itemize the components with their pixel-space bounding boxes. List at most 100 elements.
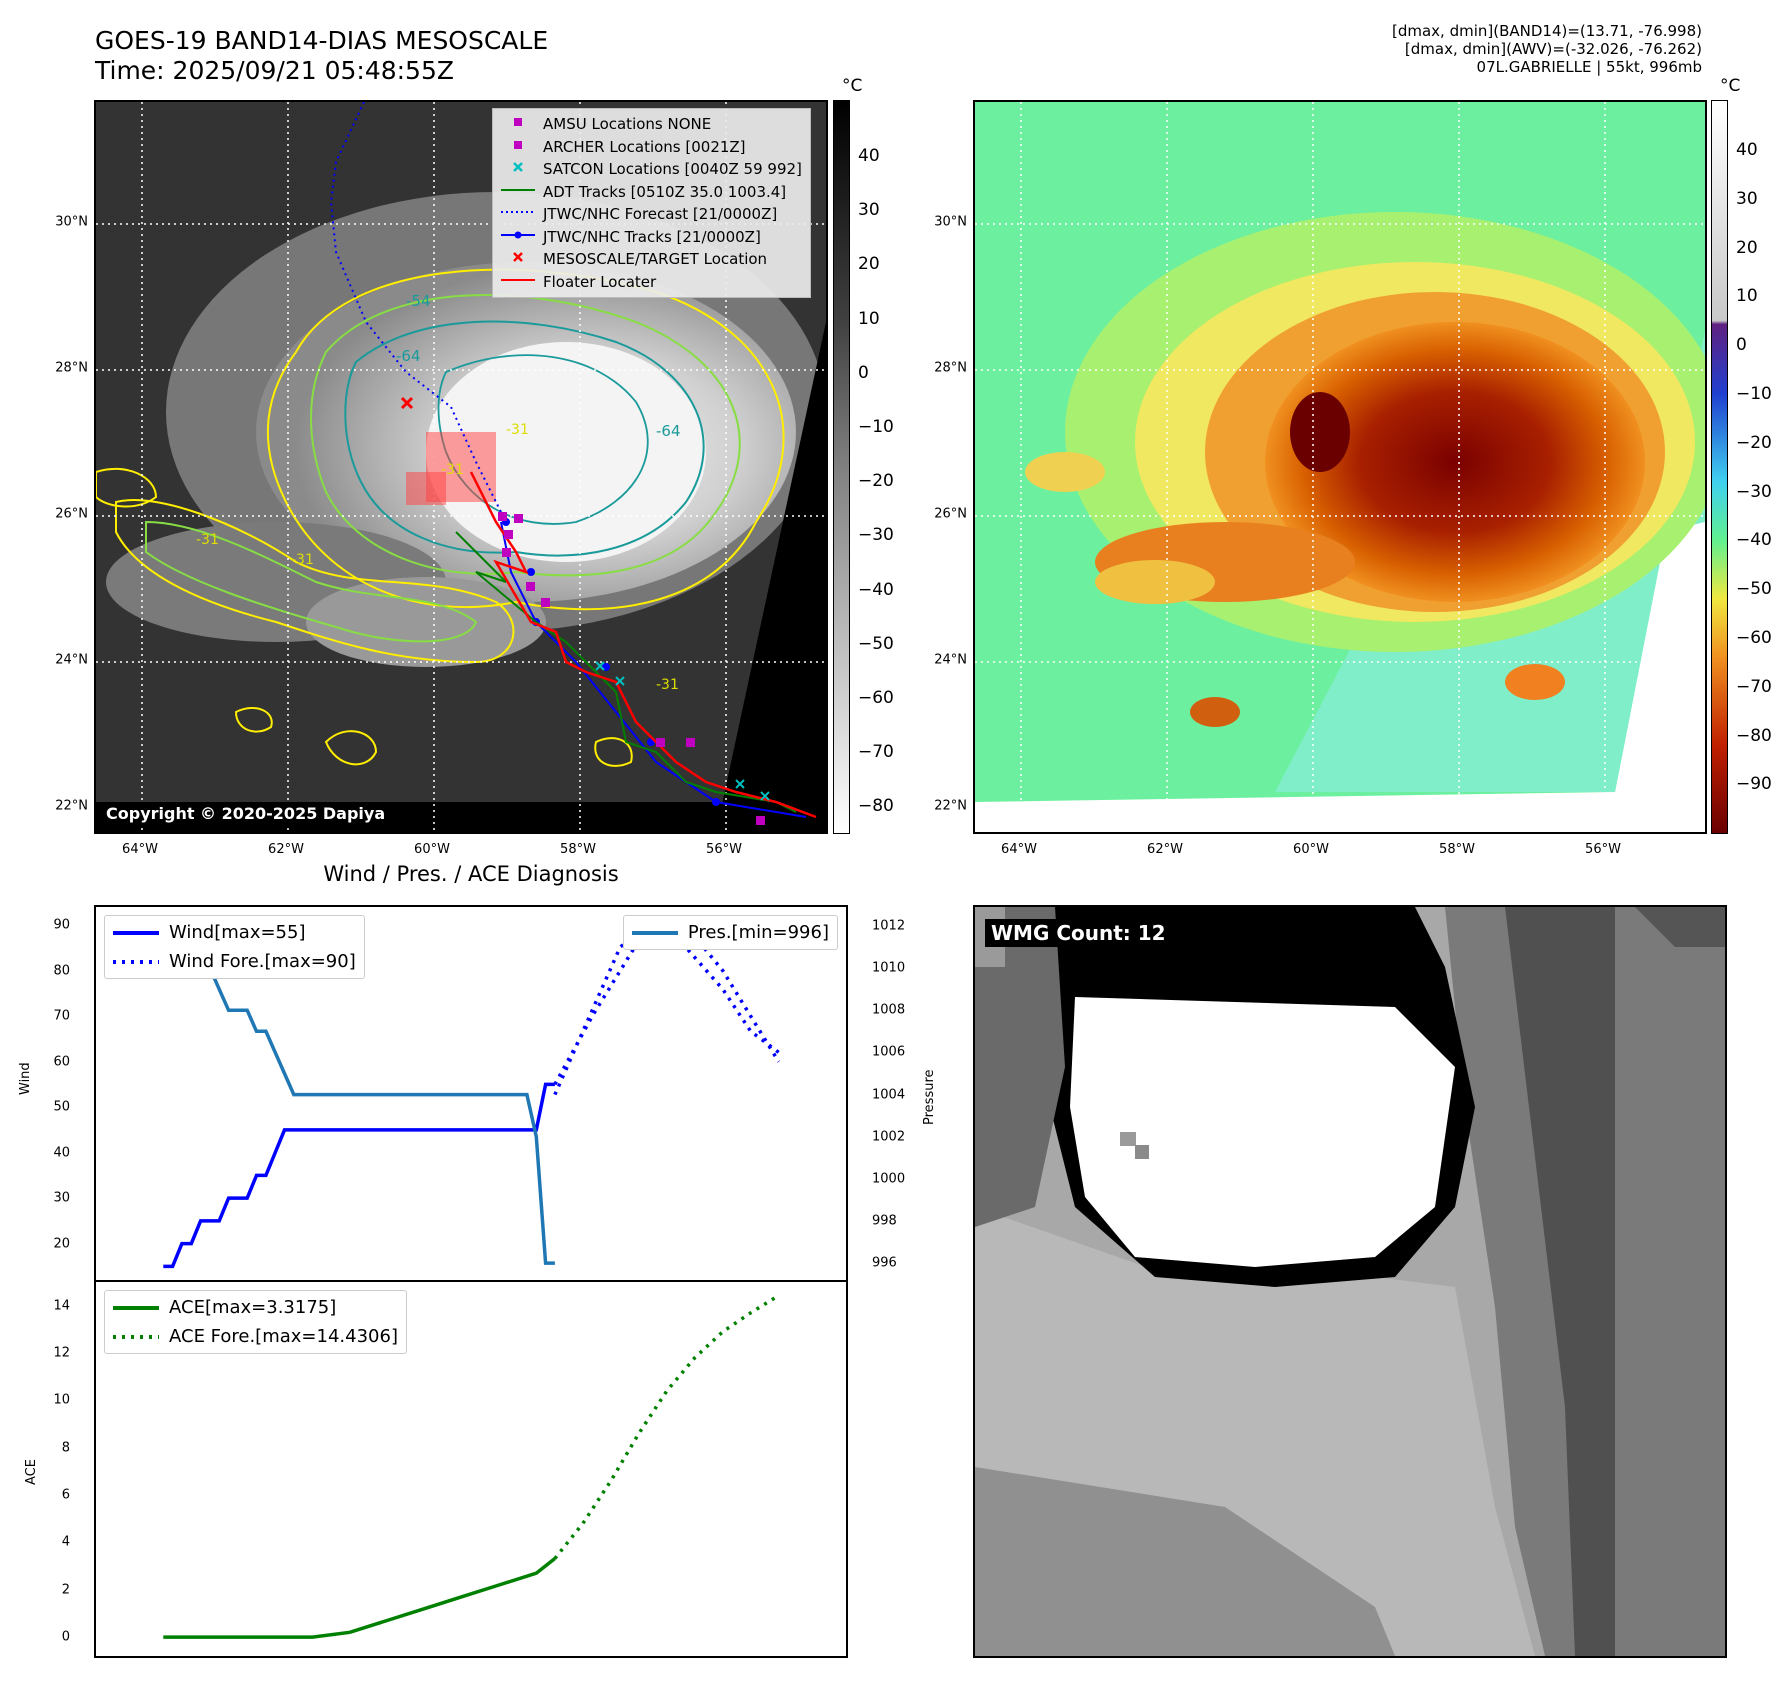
colorbar-tick-label: −40 [858, 579, 894, 600]
wmg-count-label: WMG Count: 12 [985, 919, 1172, 947]
colorbar-tick-label: −60 [858, 688, 894, 708]
wind-tick-label: 60 [53, 1054, 70, 1070]
ace-tick-label: 14 [53, 1298, 70, 1314]
ace-tick-label: 4 [61, 1534, 70, 1550]
legend-symbol-icon [501, 248, 535, 271]
ace-legend-label: ACE[max=3.3175] [169, 1297, 337, 1318]
colorbar-tick-label: −80 [1736, 725, 1772, 746]
ace-tick-label: 6 [61, 1487, 70, 1503]
ir-legend-label: AMSU Locations NONE [543, 115, 712, 133]
ace-tick-label: 0 [61, 1629, 70, 1645]
ir-legend-label: JTWC/NHC Forecast [21/0000Z] [543, 205, 778, 223]
colorbar-tick-label: −30 [858, 525, 894, 546]
contour-label: -31 [656, 677, 679, 693]
lat-tick-label: 26°N [934, 506, 967, 522]
info-line2: [dmax, dmin](AWV)=(-32.026, -76.262) [1404, 40, 1702, 58]
ir-legend-label: JTWC/NHC Tracks [21/0000Z] [543, 227, 761, 246]
wind-ylabel: Wind [18, 1062, 33, 1095]
legend-symbol-icon [501, 136, 535, 159]
ir-legend-label: Floater Locater [543, 272, 657, 291]
lon-tick-label: 60°W [414, 842, 450, 857]
contour-label: -31 [196, 532, 219, 548]
contour-label: -64 [396, 347, 421, 365]
wind-line [163, 1082, 555, 1269]
contour-label: -31 [291, 552, 314, 568]
contour-label: -31 [506, 422, 529, 438]
lon-tick-label: 58°W [560, 842, 596, 857]
colorbar-tick-label: −30 [1736, 481, 1772, 502]
wind-legend-item: Wind[max=55] [113, 918, 356, 947]
ir-legend-item: ARCHER Locations [0021Z] [501, 136, 802, 159]
ace-plot [163, 1294, 780, 1639]
colorbar-tick-label: −50 [858, 633, 894, 654]
ace-tick-label: 8 [61, 1440, 70, 1456]
lat-tick-label: 22°N [934, 798, 967, 814]
colorbar-tick-label: −10 [858, 417, 894, 437]
ace-fore-legend-item: ACE Fore.[max=14.4306] [113, 1322, 398, 1351]
wind-fore-legend-item: Wind Fore.[max=90] [113, 947, 356, 976]
ir-legend-label: SATCON Locations [0040Z 59 992] [543, 160, 802, 178]
title-line1: GOES-19 BAND14-DIAS MESOSCALE [95, 26, 549, 55]
lat-tick-label: 22°N [55, 798, 88, 814]
lat-tick-label: 26°N [55, 506, 88, 522]
colorbar-tick-label: −80 [858, 796, 894, 817]
wind-tick-label: 50 [53, 1099, 70, 1115]
contour-label: -54 [406, 292, 431, 310]
ir-colorbar-unit: °C [842, 76, 863, 96]
ir-legend: AMSU Locations NONE ARCHER Locations [002… [492, 108, 811, 298]
lon-tick-label: 56°W [1585, 842, 1621, 857]
ace-line [163, 1557, 556, 1639]
colorbar-tick-label: 40 [1736, 140, 1758, 160]
legend-symbol-icon [501, 203, 535, 226]
ir-legend-item: Floater Locater [501, 271, 802, 294]
lat-tick-label: 30°N [55, 214, 88, 230]
ace-tick-label: 12 [53, 1345, 70, 1361]
ir-legend-item: SATCON Locations [0040Z 59 992] [501, 158, 802, 181]
lat-tick-label: 30°N [934, 214, 967, 230]
wmg-panel: WMG Count: 12 [973, 905, 1727, 1658]
pressure-line [163, 924, 555, 1265]
ir-legend-item: AMSU Locations NONE [501, 113, 802, 136]
lat-tick-label: 24°N [55, 652, 88, 668]
wind-tick-label: 90 [53, 917, 70, 933]
ace-legend-item: ACE[max=3.3175] [113, 1293, 398, 1322]
ir-map-panel: Copyright © 2020-2025 Dapiya -54 -64 -64… [94, 100, 828, 834]
ace-tick-label: 2 [61, 1582, 70, 1598]
wind-forecast-line [553, 923, 781, 1086]
wind-pres-panel: Wind[max=55] Wind Fore.[max=90] Pres.[mi… [94, 905, 848, 1282]
wind-tick-label: 40 [53, 1145, 70, 1161]
ir-legend-item: MESOSCALE/TARGET Location [501, 248, 802, 271]
pres-tick-label: 1012 [872, 918, 906, 934]
lon-tick-label: 62°W [1147, 842, 1183, 857]
pres-tick-label: 998 [872, 1213, 897, 1229]
lon-tick-label: 64°W [1001, 842, 1037, 857]
colorbar-tick-label: 20 [858, 254, 880, 275]
ir-legend-label: MESOSCALE/TARGET Location [543, 250, 768, 268]
colorbar-tick-label: −60 [1736, 628, 1772, 648]
colorbar-tick-label: −20 [1736, 432, 1772, 453]
colorbar-tick-label: −10 [1736, 384, 1772, 404]
ace-forecast-line [553, 1294, 780, 1560]
colorbar-tick-label: −70 [858, 742, 894, 763]
awv-map-panel [973, 100, 1707, 834]
ir-colorbar [833, 100, 850, 834]
lon-tick-label: 56°W [706, 842, 742, 857]
wind-fore-legend-label: Wind Fore.[max=90] [169, 951, 356, 972]
ir-legend-item: JTWC/NHC Forecast [21/0000Z] [501, 203, 802, 226]
info-block: [dmax, dmin](BAND14)=(13.71, -76.998) [d… [1392, 22, 1702, 76]
pres-tick-label: 1002 [872, 1129, 906, 1145]
colorbar-tick-label: 0 [858, 362, 869, 383]
legend-symbol-icon [501, 226, 535, 249]
lat-tick-label: 28°N [934, 360, 967, 376]
ir-legend-label: ADT Tracks [0510Z 35.0 1003.4] [543, 182, 787, 201]
colorbar-tick-label: 40 [858, 146, 880, 166]
lat-tick-label: 24°N [934, 652, 967, 668]
colorbar-tick-label: −50 [1736, 579, 1772, 600]
awv-colorbar [1711, 100, 1728, 834]
lon-tick-label: 58°W [1439, 842, 1475, 857]
pres-tick-label: 1006 [872, 1044, 906, 1060]
colorbar-tick-label: −40 [1736, 530, 1772, 551]
colorbar-tick-label: 30 [858, 200, 880, 221]
contour-label: -64 [656, 422, 681, 440]
wind-tick-label: 20 [53, 1236, 70, 1252]
